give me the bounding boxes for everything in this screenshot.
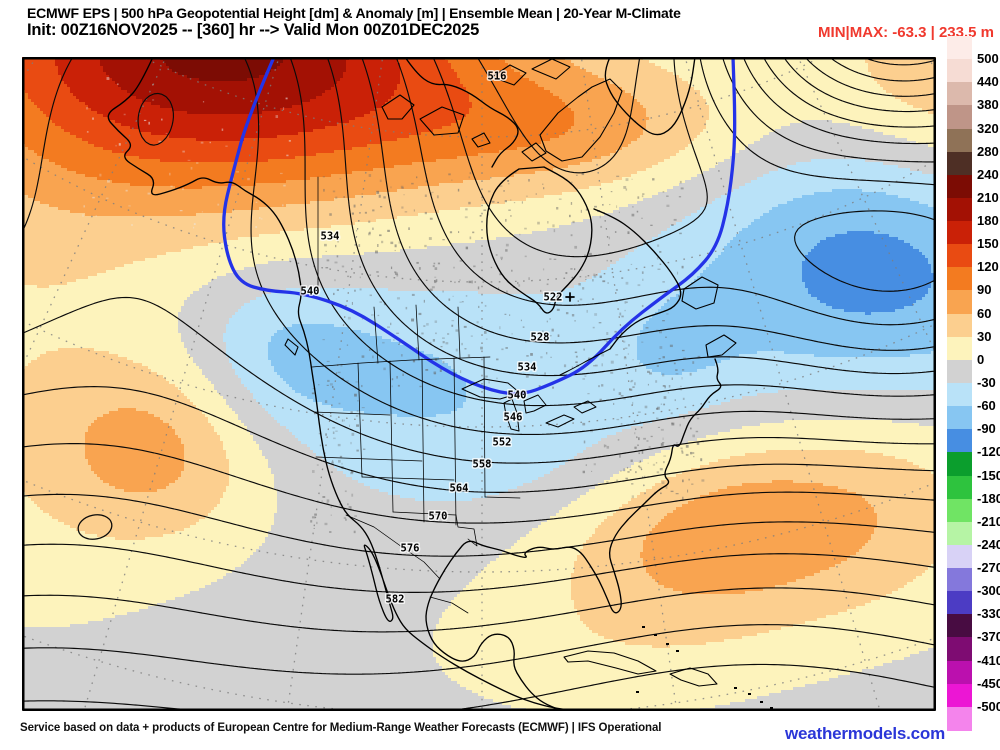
colorbar-swatch (947, 406, 972, 430)
colorbar-tick-label: 150 (977, 236, 999, 252)
colorbar-tick-label: 90 (977, 282, 992, 298)
colorbar-swatch (947, 221, 972, 245)
colorbar-swatch (947, 128, 972, 153)
colorbar-swatch (947, 174, 972, 199)
colorbar-swatch (947, 36, 972, 60)
colorbar (947, 36, 972, 731)
colorbar-swatch (947, 660, 972, 685)
colorbar-swatch (947, 359, 972, 384)
colorbar-tick-label: 380 (977, 97, 999, 113)
colorbar-tick-label: -120 (977, 444, 1000, 460)
chart-subtitle: Init: 00Z16NOV2025 -- [360] hr --> Valid… (27, 21, 480, 39)
colorbar-tick-label: -60 (977, 398, 996, 414)
colorbar-tick-label: -330 (977, 606, 1000, 622)
colorbar-swatch (947, 59, 972, 83)
colorbar-swatch (947, 614, 972, 639)
brand-watermark: weathermodels.com (784, 724, 945, 743)
colorbar-swatch (947, 637, 972, 662)
map-canvas (22, 57, 936, 711)
colorbar-tick-label: -180 (977, 490, 1000, 506)
colorbar-swatch (947, 151, 972, 176)
colorbar-swatch (947, 591, 972, 615)
colorbar-swatch (947, 429, 972, 453)
colorbar-tick-label: 210 (977, 189, 999, 205)
colorbar-tick-label: -270 (977, 560, 1000, 576)
attribution-text: Service based on data + products of Euro… (20, 722, 662, 734)
colorbar-tick-label: 440 (977, 74, 999, 90)
colorbar-tick-label: -450 (977, 675, 1000, 691)
colorbar-tick-label: 240 (977, 166, 999, 182)
colorbar-swatch (947, 82, 972, 106)
colorbar-tick-label: 30 (977, 328, 992, 344)
colorbar-tick-label: -370 (977, 629, 1000, 645)
colorbar-tick-label: -300 (977, 583, 1000, 599)
chart-title: ECMWF EPS | 500 hPa Geopotential Height … (27, 5, 681, 21)
colorbar-swatch (947, 544, 972, 569)
colorbar-swatch (947, 267, 972, 292)
colorbar-swatch (947, 336, 972, 361)
colorbar-tick-label: 120 (977, 259, 999, 275)
colorbar-tick-label: 280 (977, 143, 999, 159)
colorbar-tick-label: 320 (977, 120, 999, 136)
colorbar-swatch (947, 568, 972, 592)
colorbar-swatch (947, 521, 972, 546)
colorbar-tick-label: -30 (977, 375, 996, 390)
colorbar-swatch (947, 244, 972, 268)
colorbar-tick-label: 60 (977, 305, 992, 321)
colorbar-swatch (947, 290, 972, 315)
colorbar-swatch (947, 475, 972, 500)
colorbar-tick-label: -500 (977, 698, 1000, 714)
colorbar-tick-label: -240 (977, 536, 1000, 552)
colorbar-swatch (947, 498, 972, 523)
colorbar-swatch (947, 706, 972, 731)
colorbar-swatch (947, 313, 972, 338)
colorbar-tick-label: -210 (977, 513, 1000, 529)
colorbar-swatch (947, 197, 972, 222)
colorbar-tick-label: 500 (977, 51, 999, 67)
colorbar-tick-label: 180 (977, 213, 999, 229)
colorbar-tick-label: -150 (977, 467, 1000, 483)
colorbar-labels: 500 440 380 320 280 240 210 180 150 120 90 60 30 0 -30… (977, 36, 1000, 730)
colorbar-tick-label: 0 (977, 351, 985, 367)
colorbar-tick-label: -410 (977, 652, 1000, 668)
colorbar-swatch (947, 105, 972, 130)
colorbar-tick-label: -90 (977, 421, 996, 437)
colorbar-swatch (947, 383, 972, 407)
colorbar-swatch (947, 683, 972, 708)
colorbar-swatch (947, 452, 972, 477)
